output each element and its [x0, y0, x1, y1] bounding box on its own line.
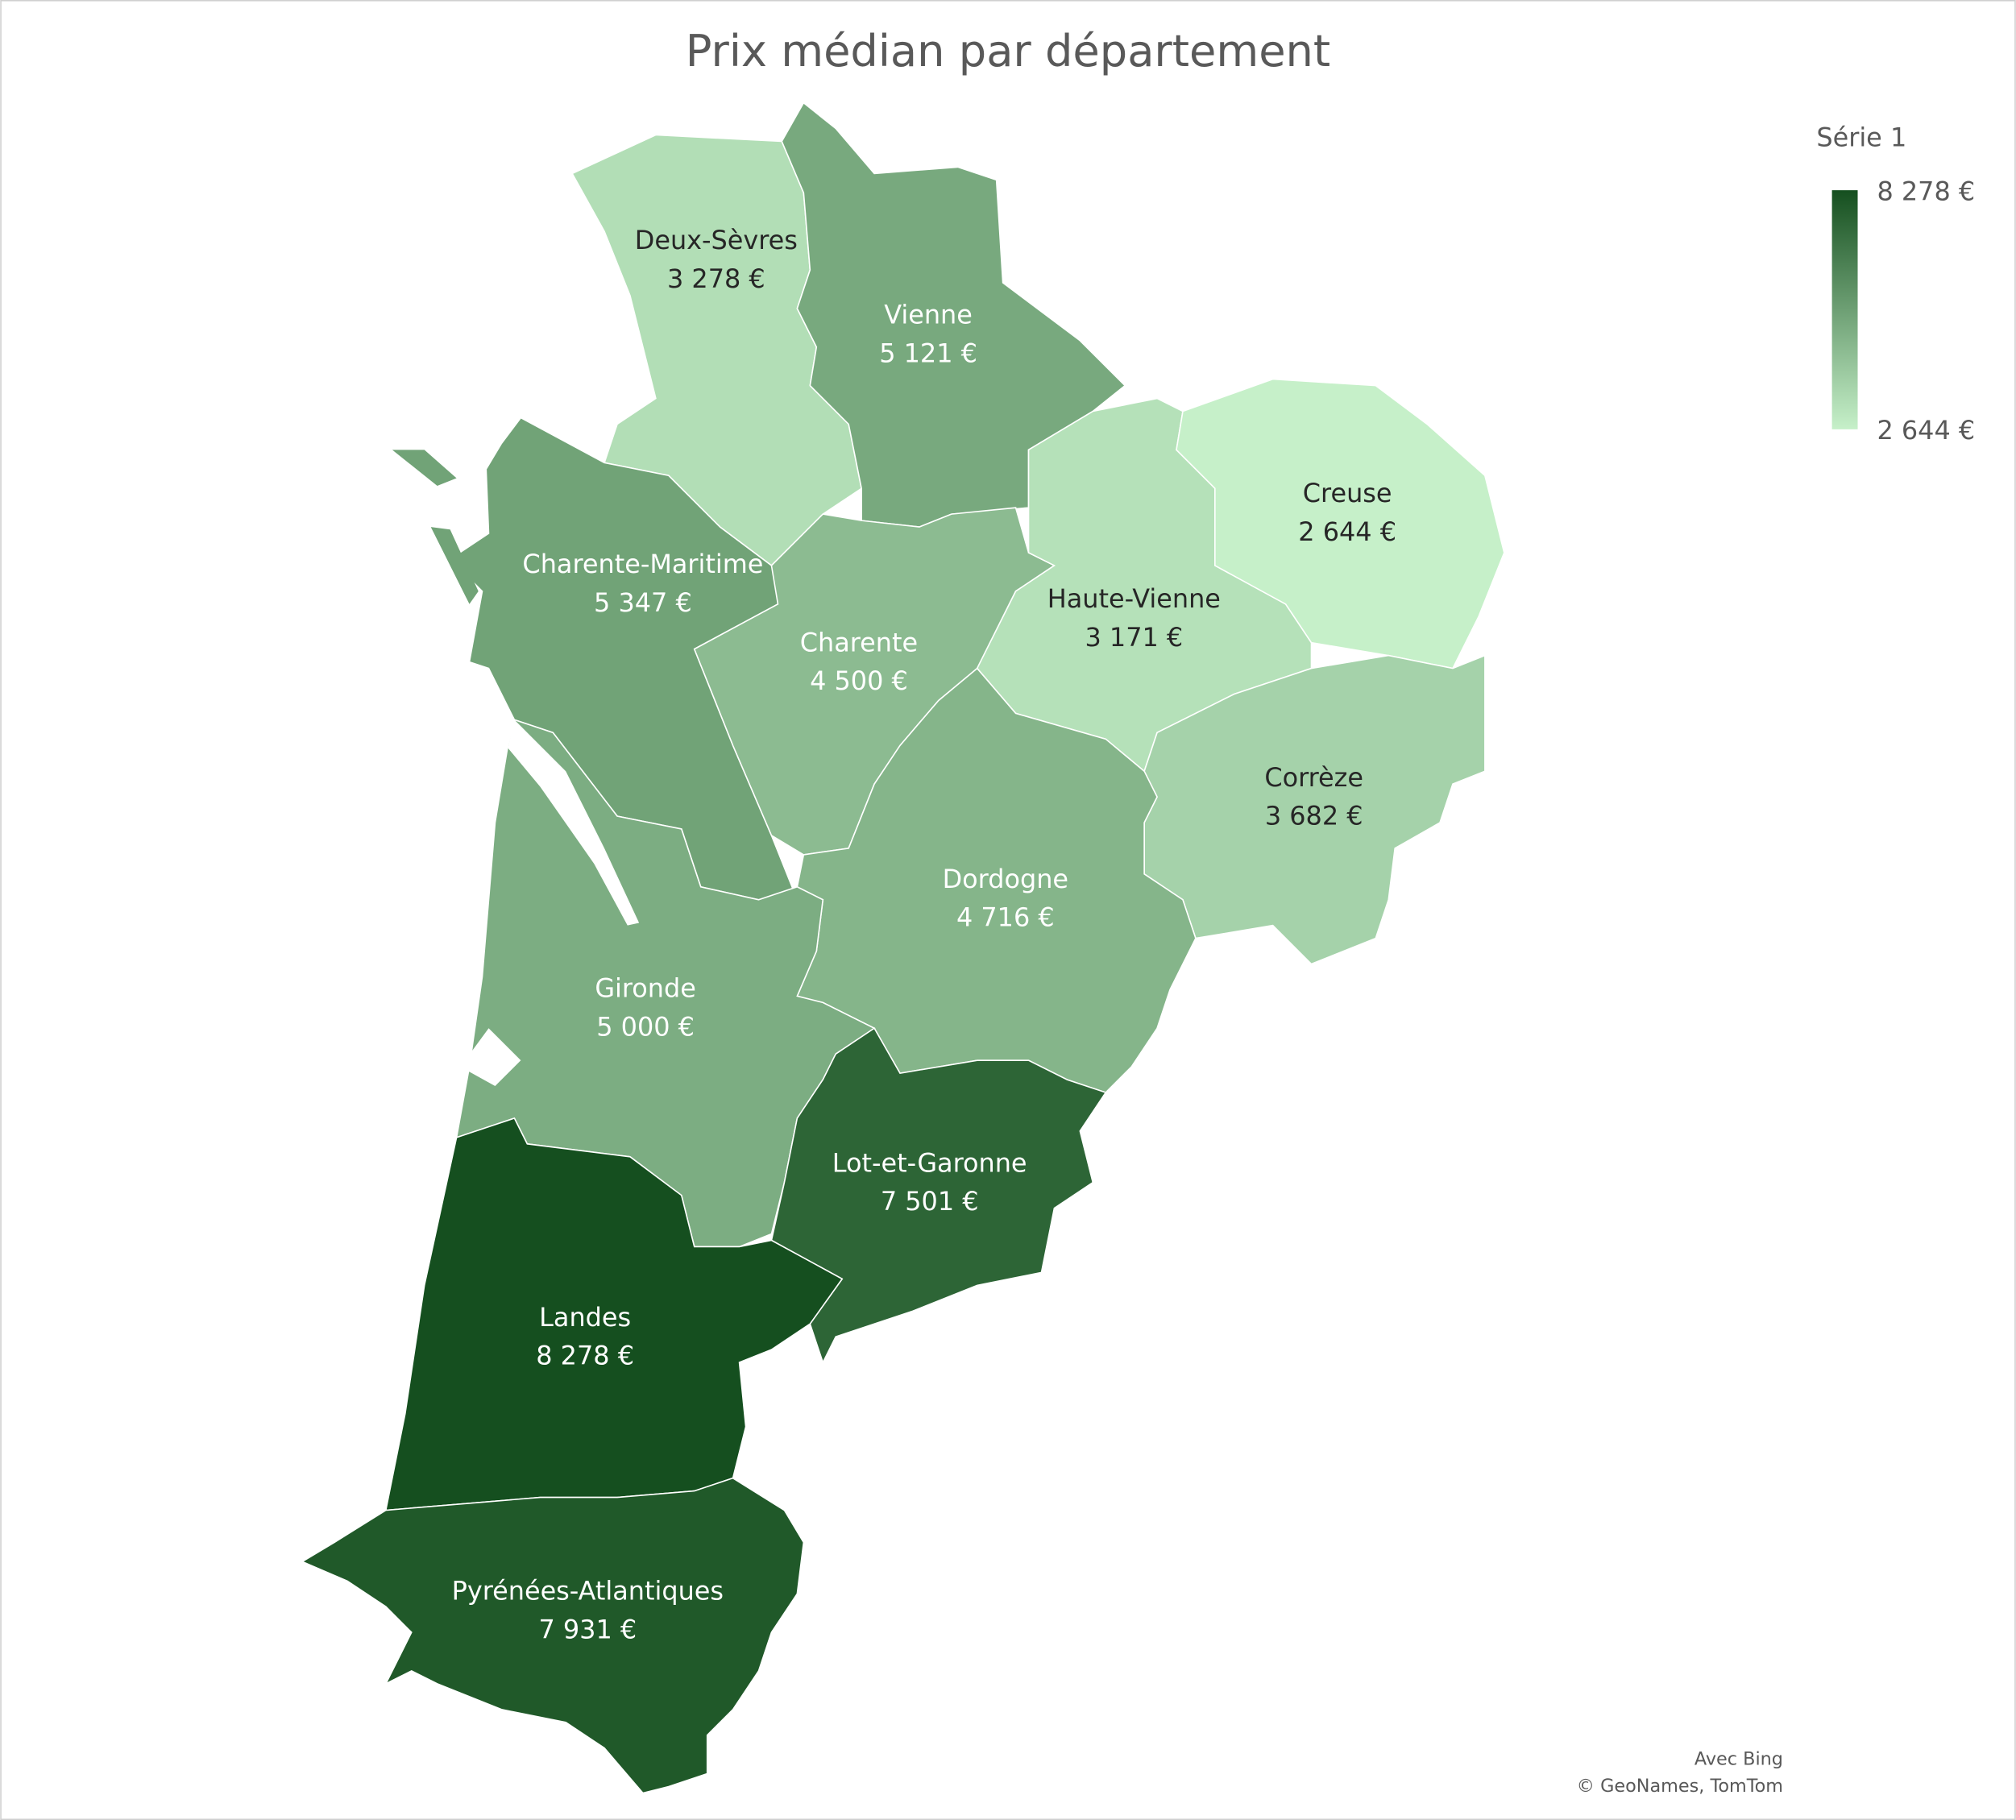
chart-title: Prix médian par département — [686, 26, 1330, 77]
region-name: Lot-et-Garonne — [832, 1147, 1027, 1178]
region-name: Gironde — [595, 972, 696, 1003]
data-label: 7 931 € — [538, 1614, 637, 1644]
data-label: 4 500 € — [810, 665, 908, 696]
region-name: Charente-Maritime — [522, 549, 763, 579]
island — [430, 527, 479, 604]
data-label: 3 682 € — [1265, 801, 1363, 831]
region-name: Charente — [800, 627, 918, 657]
data-label: 5 347 € — [594, 587, 692, 618]
estuary — [508, 719, 640, 926]
attribution: Avec Bing — [1695, 1749, 1783, 1770]
data-label: 3 278 € — [667, 263, 765, 294]
department — [770, 1027, 1107, 1365]
region-name: Deux-Sèvres — [635, 225, 798, 255]
data-label: 5 121 € — [879, 338, 977, 368]
region-name: Landes — [539, 1302, 631, 1333]
map — [301, 102, 1505, 1794]
data-label: 4 716 € — [956, 902, 1055, 933]
island — [392, 450, 457, 487]
legend-gradient — [1831, 190, 1858, 429]
data-label: 2 644 € — [1298, 516, 1396, 547]
attribution: © GeoNames, TomTom — [1577, 1776, 1783, 1797]
region-name: Dordogne — [943, 864, 1068, 894]
data-label: 3 171 € — [1085, 622, 1183, 653]
department — [301, 1477, 805, 1794]
data-label: 5 000 € — [596, 1011, 695, 1042]
bay — [460, 1028, 521, 1087]
region-name: Haute-Vienne — [1047, 583, 1221, 614]
legend-min-label: 2 644 € — [1877, 415, 1975, 446]
region-name: Corrèze — [1264, 762, 1363, 793]
data-label: 7 501 € — [881, 1186, 979, 1217]
data-label: 8 278 € — [536, 1341, 634, 1371]
region-name: Pyrénées-Atlantiques — [452, 1576, 724, 1606]
legend-max-label: 8 278 € — [1877, 176, 1975, 206]
region-name: Vienne — [884, 299, 973, 330]
legend-title: Série 1 — [1816, 122, 1906, 152]
region-name: Creuse — [1303, 478, 1392, 508]
